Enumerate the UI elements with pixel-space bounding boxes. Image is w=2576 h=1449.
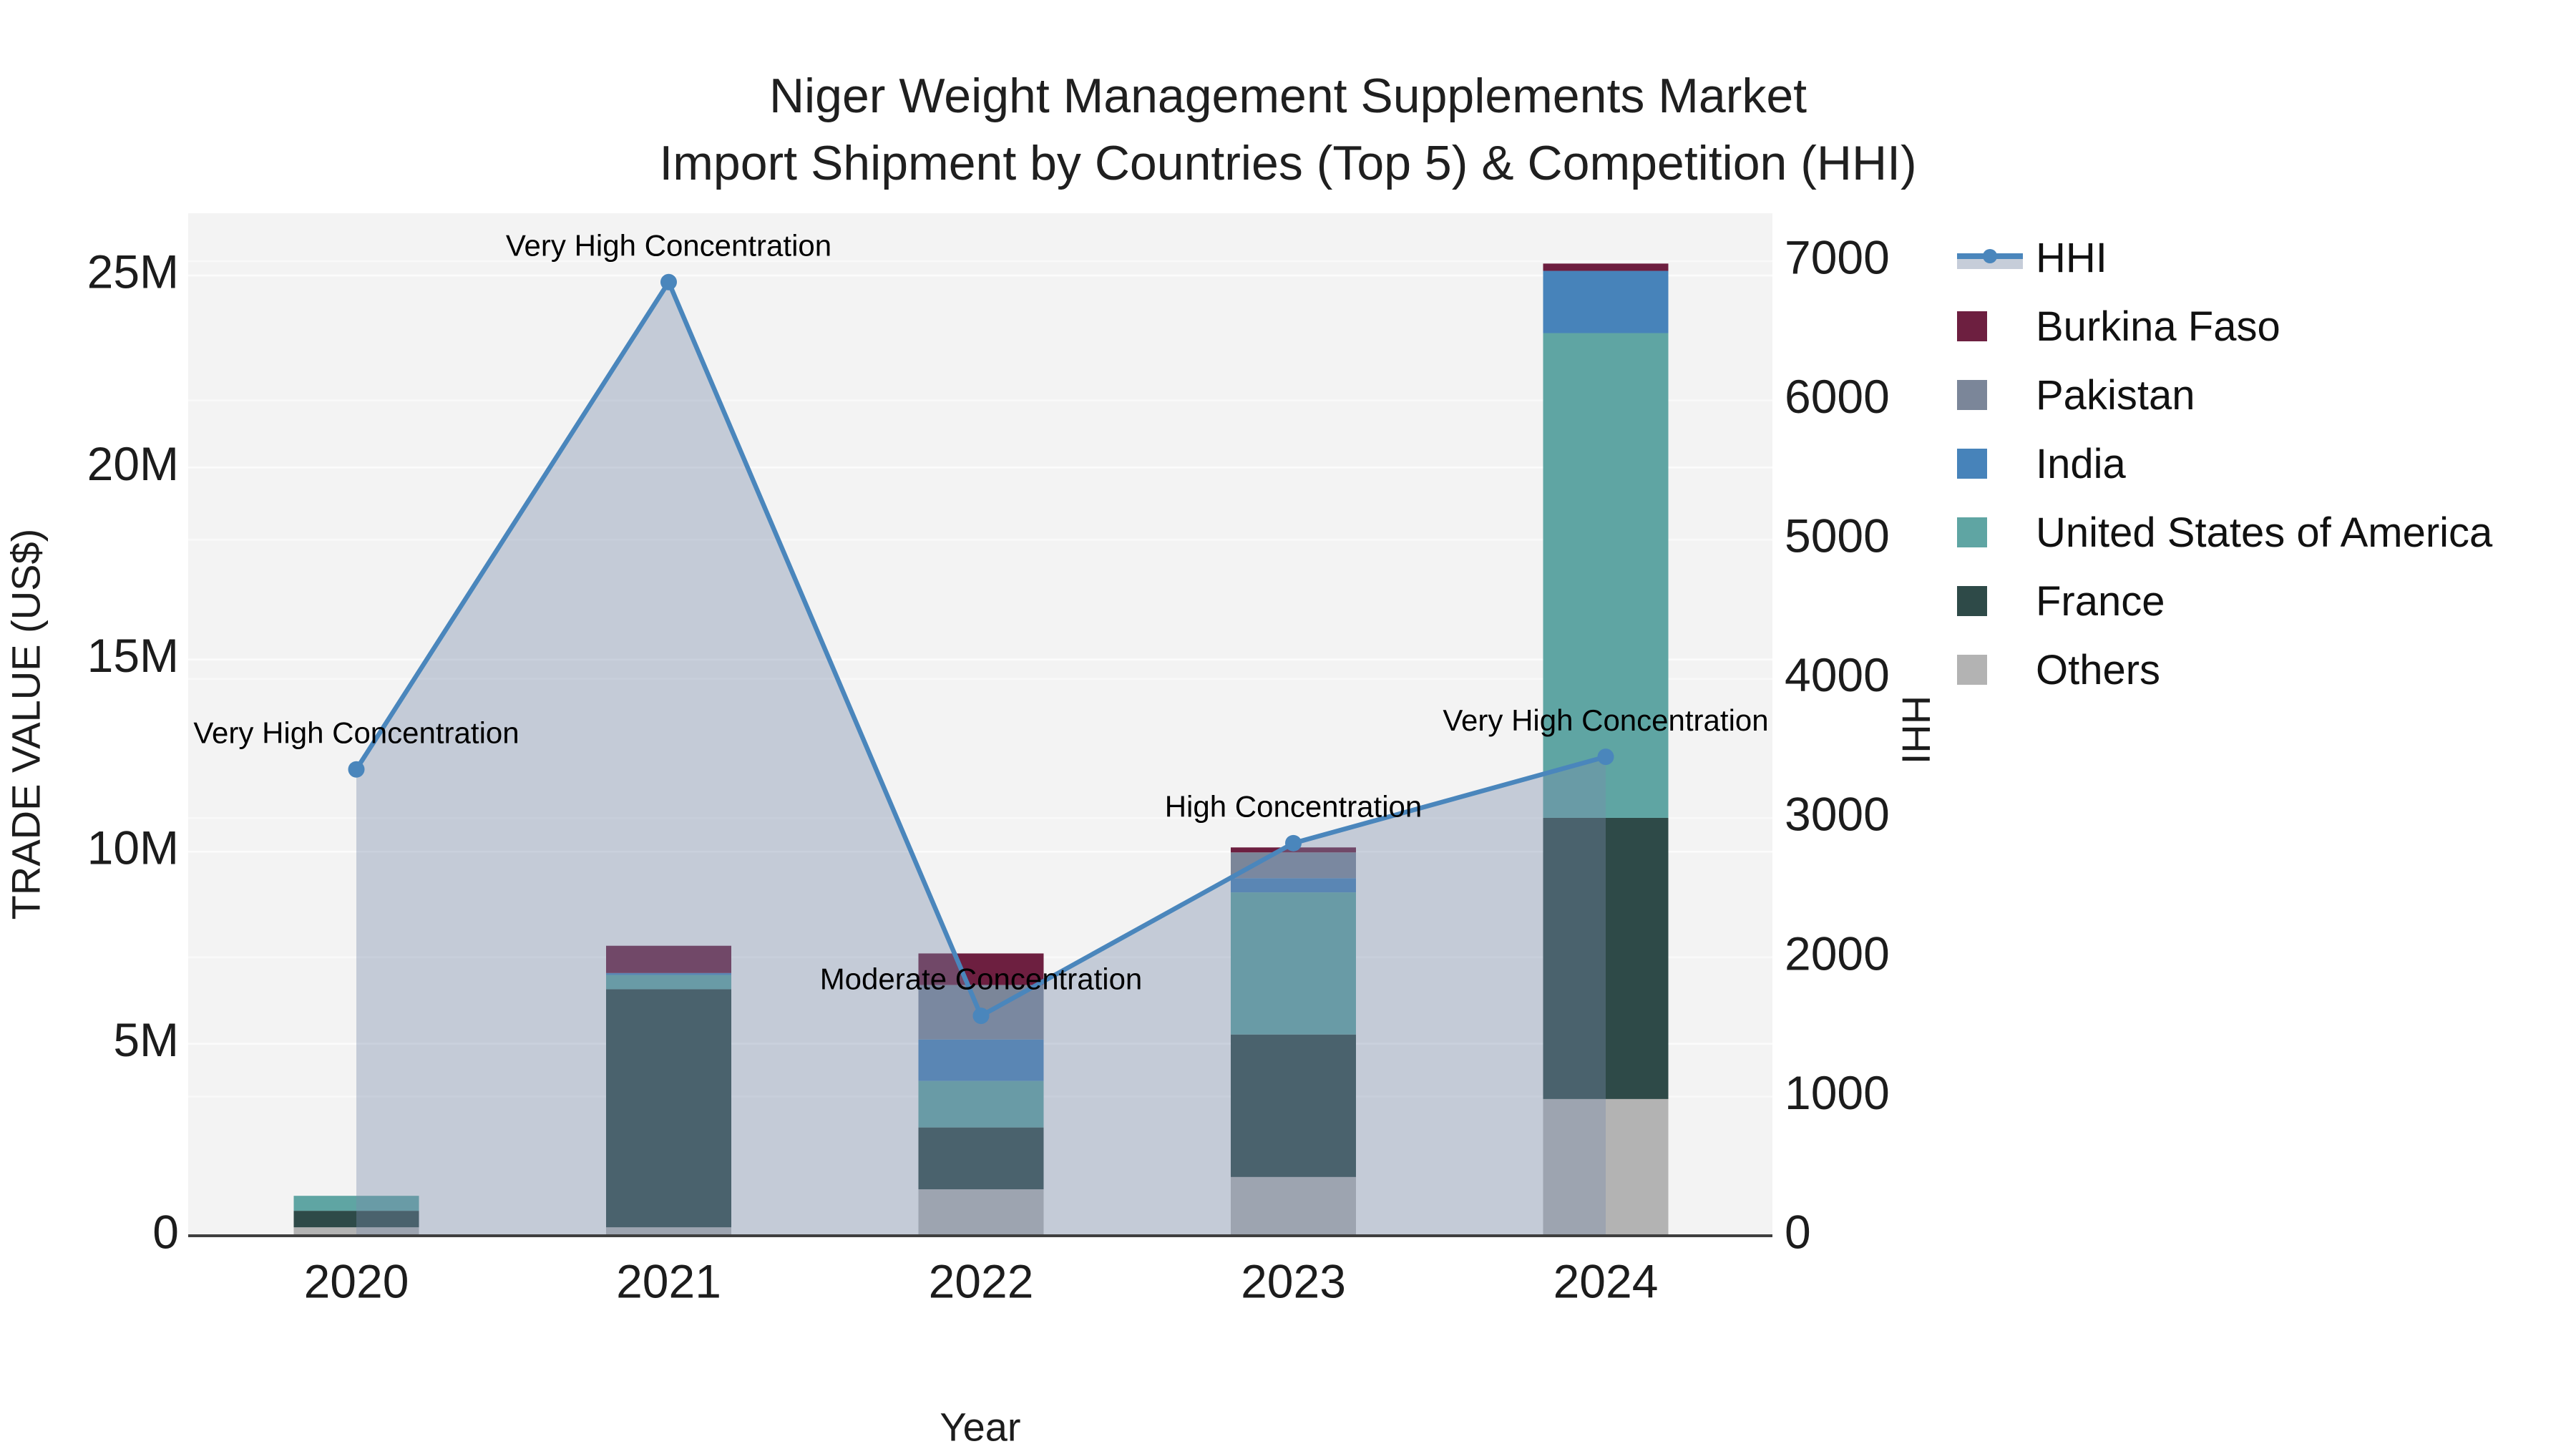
bar-segment-india-2023[interactable] xyxy=(1231,878,1356,893)
legend-label: Burkina Faso xyxy=(2036,303,2280,350)
y-right-tick-label: 7000 xyxy=(1785,230,1890,283)
annotation-2020: Very High Concentration xyxy=(193,716,519,749)
x-tick-label-2024: 2024 xyxy=(1553,1254,1659,1307)
bar-segment-others-2023[interactable] xyxy=(1231,1176,1356,1236)
hhi-marker-2024[interactable] xyxy=(1597,748,1614,766)
legend-label: Pakistan xyxy=(2036,371,2195,419)
bar-segment-united-states-of-america-2021[interactable] xyxy=(606,975,731,990)
annotation-2024: Very High Concentration xyxy=(1443,703,1768,737)
y-left-tick-label: 20M xyxy=(87,437,179,490)
legend-label: Others xyxy=(2036,646,2161,693)
y-right-tick-label: 4000 xyxy=(1785,648,1890,701)
bar-segment-france-2024[interactable] xyxy=(1543,817,1669,1099)
legend-item-burkina-faso[interactable]: Burkina Faso xyxy=(1957,292,2492,361)
legend-label: United States of America xyxy=(2036,509,2493,556)
legend-item-india[interactable]: India xyxy=(1957,429,2492,498)
y-right-tick-label: 5000 xyxy=(1785,509,1890,562)
y-left-tick-label: 10M xyxy=(87,821,179,874)
legend-item-france[interactable]: France xyxy=(1957,567,2492,635)
bar-segment-others-2021[interactable] xyxy=(606,1227,731,1236)
x-tick-label-2023: 2023 xyxy=(1241,1254,1346,1307)
bar-segment-others-2020[interactable] xyxy=(293,1227,419,1236)
hhi-marker-2021[interactable] xyxy=(660,273,677,291)
y-axis-title-right: HHI xyxy=(1893,695,1939,765)
x-tick-label-2021: 2021 xyxy=(616,1254,721,1307)
chart-title: Niger Weight Management Supplements Mark… xyxy=(0,63,2576,197)
bar-segment-united-states-of-america-2020[interactable] xyxy=(293,1196,419,1211)
bar-segment-united-states-of-america-2024[interactable] xyxy=(1543,333,1669,818)
legend-color-swatch-icon xyxy=(1957,449,2026,479)
bar-segment-burkina-faso-2024[interactable] xyxy=(1543,263,1669,271)
bar-segment-others-2024[interactable] xyxy=(1543,1098,1669,1236)
bar-segment-others-2022[interactable] xyxy=(918,1189,1044,1236)
x-tick-label-2020: 2020 xyxy=(304,1254,409,1307)
hhi-marker-2022[interactable] xyxy=(972,1008,990,1025)
y-right-tick-label: 1000 xyxy=(1785,1066,1890,1119)
legend-item-others[interactable]: Others xyxy=(1957,635,2492,704)
legend: HHI Burkina Faso Pakistan India United State… xyxy=(1957,223,2492,704)
annotation-2021: Very High Concentration xyxy=(506,228,831,262)
legend-item-hhi[interactable]: HHI xyxy=(1957,223,2492,292)
legend-color-swatch-icon xyxy=(1957,517,2026,547)
legend-color-swatch-icon xyxy=(1957,380,2026,410)
legend-item-united-states-of-america[interactable]: United States of America xyxy=(1957,498,2492,567)
y-right-tick-label: 0 xyxy=(1785,1205,1811,1258)
bar-segment-united-states-of-america-2023[interactable] xyxy=(1231,892,1356,1035)
y-left-tick-label: 0 xyxy=(152,1205,179,1258)
y-left-tick-label: 15M xyxy=(87,629,179,682)
legend-color-swatch-icon xyxy=(1957,655,2026,685)
bar-segment-united-states-of-america-2022[interactable] xyxy=(918,1080,1044,1128)
legend-label: HHI xyxy=(2036,234,2107,281)
legend-item-pakistan[interactable]: Pakistan xyxy=(1957,361,2492,429)
hhi-marker-2020[interactable] xyxy=(348,761,365,778)
legend-label: India xyxy=(2036,440,2126,487)
y-axis-title-left: TRADE VALUE (US$) xyxy=(3,528,49,920)
y-right-tick-label: 3000 xyxy=(1785,788,1890,841)
bar-segment-burkina-faso-2021[interactable] xyxy=(606,945,731,973)
x-axis-title: Year xyxy=(940,1404,1021,1449)
legend-color-swatch-icon xyxy=(1957,586,2026,616)
bar-segment-burkina-faso-2022[interactable] xyxy=(918,953,1044,985)
bar-segment-india-2021[interactable] xyxy=(606,972,731,975)
hhi-area-fill xyxy=(356,282,1606,1236)
hhi-marker-2023[interactable] xyxy=(1285,834,1302,852)
legend-label: France xyxy=(2036,577,2165,625)
bar-segment-france-2020[interactable] xyxy=(293,1211,419,1228)
bar-segment-france-2022[interactable] xyxy=(918,1127,1044,1190)
annotation-2022: Moderate Concentration xyxy=(820,962,1143,996)
hhi-line-swatch-icon xyxy=(1957,242,2026,273)
y-left-tick-label: 5M xyxy=(113,1013,179,1066)
y-right-tick-label: 2000 xyxy=(1785,927,1890,980)
legend-color-swatch-icon xyxy=(1957,311,2026,341)
bar-segment-india-2022[interactable] xyxy=(918,1039,1044,1081)
bar-segment-france-2023[interactable] xyxy=(1231,1034,1356,1177)
y-left-tick-label: 25M xyxy=(87,245,179,298)
annotation-2023: High Concentration xyxy=(1165,789,1423,823)
bar-segment-france-2021[interactable] xyxy=(606,989,731,1228)
bar-segment-india-2024[interactable] xyxy=(1543,270,1669,333)
chart-title-line2: Import Shipment by Countries (Top 5) & C… xyxy=(659,135,1917,190)
x-tick-label-2022: 2022 xyxy=(929,1254,1034,1307)
chart-title-line1: Niger Weight Management Supplements Mark… xyxy=(769,69,1807,123)
y-right-tick-label: 6000 xyxy=(1785,370,1890,423)
